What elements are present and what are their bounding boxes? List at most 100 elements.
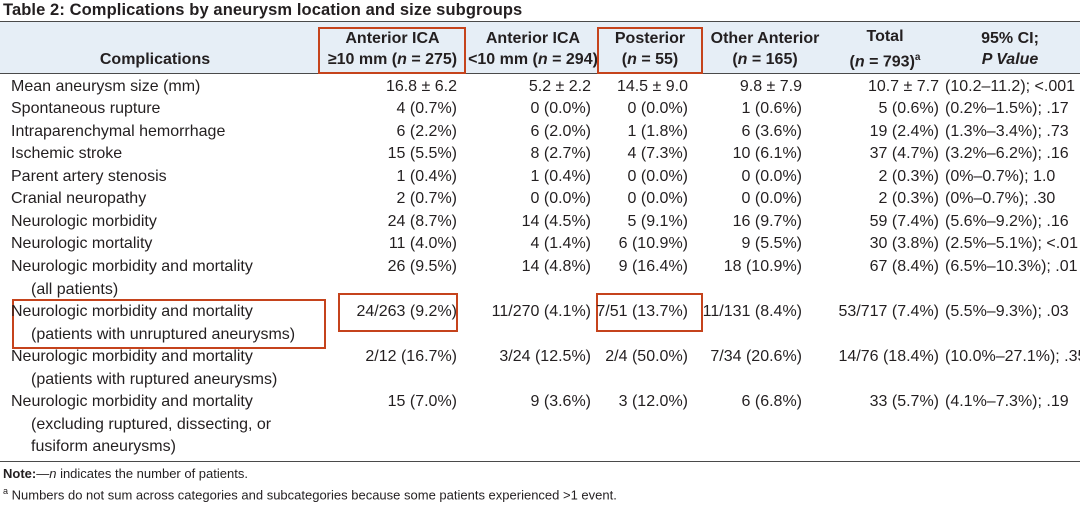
cell-c1: 6 (2.2%) xyxy=(396,123,457,140)
cell-c4: 11/131 (8.4%) xyxy=(702,303,802,320)
cell-c1: 15 (5.5%) xyxy=(387,145,457,162)
row-label-line: Neurologic morbidity and mortality xyxy=(11,348,253,365)
cell-c3: 0 (0.0%) xyxy=(627,168,688,185)
cell-c2: 1 (0.4%) xyxy=(530,168,591,185)
row-label-line: Mean aneurysm size (mm) xyxy=(11,78,201,95)
row-label: Mean aneurysm size (mm) xyxy=(11,76,200,99)
cell-c4: 1 (0.6%) xyxy=(741,100,802,117)
cell-c5: 2 (0.3%) xyxy=(878,190,939,207)
cell-ci-p: (6.5%–10.3%); .01 xyxy=(945,258,1078,275)
cell-c2: 4 (1.4%) xyxy=(530,235,591,252)
header-anterior-ica-large: Anterior ICA ≥10 mm (n = 275) xyxy=(320,26,465,72)
header-line: Anterior ICA xyxy=(485,30,581,47)
header-posterior: Posterior (n = 55) xyxy=(598,26,702,72)
header-line: (n = 165) xyxy=(732,51,798,68)
cell-c2: 0 (0.0%) xyxy=(530,100,591,117)
cell-ci-p: (10.2–11.2); <.001 xyxy=(945,78,1076,95)
cell-c2: 6 (2.0%) xyxy=(530,123,591,140)
cell-c3: 0 (0.0%) xyxy=(627,190,688,207)
cell-c4: 7/34 (20.6%) xyxy=(710,348,802,365)
cell-c2: 0 (0.0%) xyxy=(530,190,591,207)
cell-c5: 33 (5.7%) xyxy=(869,393,939,410)
cell-ci-p: (1.3%–3.4%); .73 xyxy=(945,123,1069,140)
row-label: Parent artery stenosis xyxy=(11,166,167,189)
row-label-subline: (all patients) xyxy=(31,280,119,298)
header-line: (n = 793)a xyxy=(849,51,921,71)
header-ci-p: 95% CI; P Value xyxy=(950,26,1070,72)
cell-c5: 59 (7.4%) xyxy=(869,213,939,230)
row-label-line: Ischemic stroke xyxy=(11,145,123,162)
row-label-subline: (excluding ruptured, dissecting, or xyxy=(31,415,272,433)
cell-c5: 2 (0.3%) xyxy=(878,168,939,185)
cell-c5: 67 (8.4%) xyxy=(869,258,939,275)
cell-c2: 9 (3.6%) xyxy=(530,393,591,410)
row-label-line: Cranial neuropathy xyxy=(11,190,147,207)
cell-c2: 11/270 (4.1%) xyxy=(491,303,591,320)
row-label: Neurologic morbidity and mortality (exclu… xyxy=(11,391,271,459)
cell-ci-p: (0%–0.7%); .30 xyxy=(945,190,1056,207)
header-line: ≥10 mm (n = 275) xyxy=(327,51,458,68)
highlight-box-anterior-ica-value xyxy=(338,293,458,332)
cell-c3: 6 (10.9%) xyxy=(618,235,688,252)
table-header xyxy=(0,22,1080,73)
cell-ci-p: (3.2%–6.2%); .16 xyxy=(945,145,1069,162)
cell-ci-p: (0%–0.7%); 1.0 xyxy=(945,168,1056,185)
cell-c3: 1 (1.8%) xyxy=(627,123,688,140)
row-label: Neurologic morbidity and mortality (all p… xyxy=(11,256,253,301)
header-line: Total xyxy=(866,27,904,45)
cell-c4: 16 (9.7%) xyxy=(732,213,802,230)
row-label: Ischemic stroke xyxy=(11,143,122,166)
cell-c4: 9 (5.5%) xyxy=(741,235,802,252)
cell-ci-p: (5.6%–9.2%); .16 xyxy=(945,213,1069,230)
row-label: Spontaneous rupture xyxy=(11,98,160,121)
cell-c5: 37 (4.7%) xyxy=(869,145,939,162)
header-line: <10 mm (n = 294) xyxy=(468,51,598,68)
highlight-box-posterior-value xyxy=(596,293,703,332)
cell-c1: 2 (0.7%) xyxy=(396,190,457,207)
row-label-line: Neurologic morbidity and mortality xyxy=(11,258,253,275)
header-line: Other Anterior xyxy=(710,30,820,47)
row-label-subline: (patients with unruptured aneurysms) xyxy=(31,325,296,343)
cell-c1: 24/263 (9.2%) xyxy=(356,303,457,320)
row-label: Intraparenchymal hemorrhage xyxy=(11,121,225,144)
row-label-subline: fusiform aneurysms) xyxy=(31,438,176,455)
cell-c1: 16.8 ± 6.2 xyxy=(385,78,457,95)
cell-c2: 3/24 (12.5%) xyxy=(499,348,591,365)
row-label: Neurologic morbidity and mortality (patie… xyxy=(11,301,295,346)
cell-c1: 11 (4.0%) xyxy=(388,235,457,252)
cell-c3: 5 (9.1%) xyxy=(627,213,688,230)
cell-c5: 10.7 ± 7.7 xyxy=(867,78,939,95)
header-total: Total (n = 793)a xyxy=(833,26,937,72)
header-line: P Value xyxy=(981,51,1039,68)
cell-c4: 0 (0.0%) xyxy=(741,190,802,207)
cell-c4: 9.8 ± 7.9 xyxy=(739,78,802,95)
bottom-rule xyxy=(0,461,1080,462)
cell-c3: 0 (0.0%) xyxy=(627,100,688,117)
cell-c1: 1 (0.4%) xyxy=(396,168,457,185)
header-other-anterior: Other Anterior (n = 165) xyxy=(703,26,827,72)
row-label-line: Neurologic morbidity and mortality xyxy=(11,303,253,320)
cell-c1: 2/12 (16.7%) xyxy=(365,348,457,365)
row-label-line: Parent artery stenosis xyxy=(11,168,167,185)
header-line: (n = 55) xyxy=(621,51,679,68)
cell-c2: 14 (4.5%) xyxy=(521,213,591,230)
cell-c4: 0 (0.0%) xyxy=(741,168,802,185)
top-rule xyxy=(0,21,1080,23)
cell-c3: 4 (7.3%) xyxy=(627,145,688,162)
cell-c4: 18 (10.9%) xyxy=(723,258,802,275)
cell-c1: 26 (9.5%) xyxy=(387,258,457,275)
cell-ci-p: (4.1%–7.3%); .19 xyxy=(945,393,1069,410)
row-label-line: Spontaneous rupture xyxy=(11,100,161,117)
header-anterior-ica-small: Anterior ICA <10 mm (n = 294) xyxy=(466,26,600,72)
cell-c3: 2/4 (50.0%) xyxy=(605,348,688,365)
cell-c5: 5 (0.6%) xyxy=(878,100,939,117)
highlight-box-posterior-header xyxy=(597,27,703,74)
cell-c2: 14 (4.8%) xyxy=(521,258,591,275)
cell-ci-p: (2.5%–5.1%); <.01 xyxy=(945,235,1078,252)
cell-c5: 30 (3.8%) xyxy=(869,235,939,252)
row-label-line: Neurologic mortality xyxy=(11,235,153,252)
cell-c5: 19 (2.4%) xyxy=(869,123,939,140)
cell-c1: 15 (7.0%) xyxy=(387,393,457,410)
header-line: Posterior xyxy=(614,30,686,47)
table-note: Note:—n indicates the number of patients… xyxy=(3,466,248,481)
